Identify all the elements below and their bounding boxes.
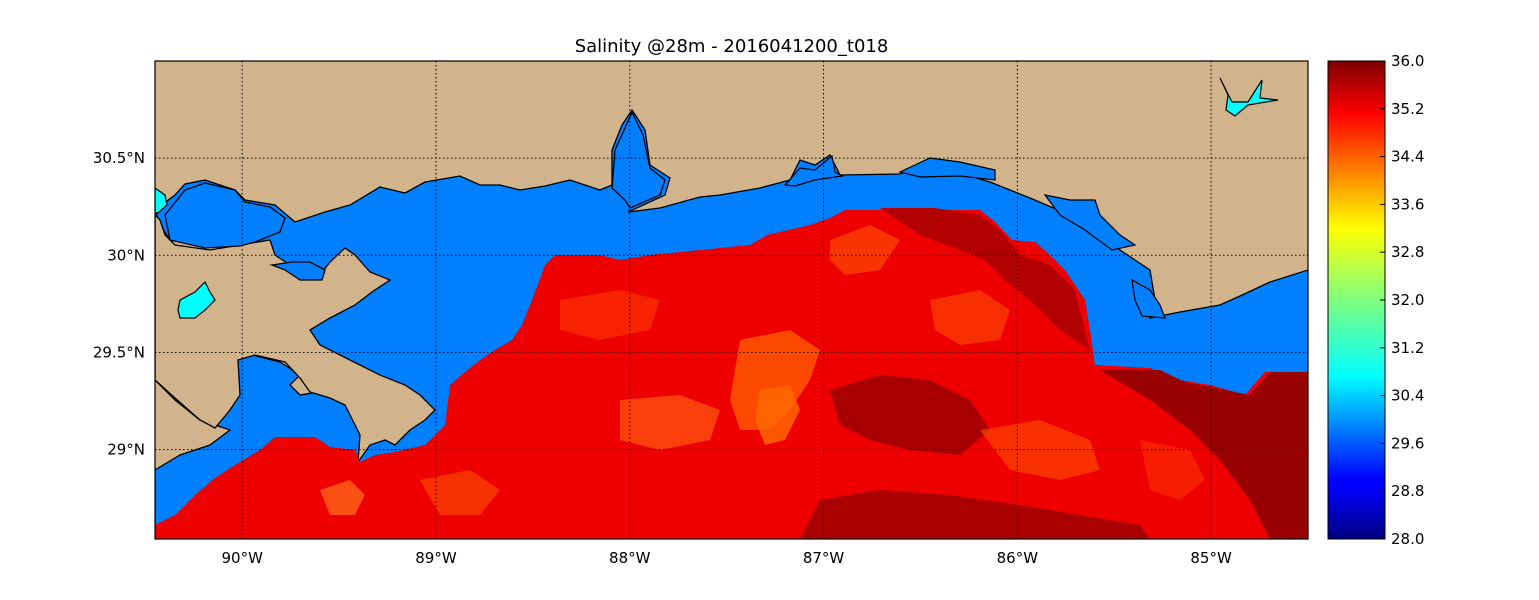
colorbar-tick-label: 31.2 (1391, 339, 1424, 357)
longitude-tick-label: 85°W (1190, 549, 1232, 567)
latitude-tick-label: 29.5°N (93, 343, 145, 361)
latitude-tick-label: 30°N (107, 246, 145, 264)
colorbar-tick-label: 32.0 (1391, 291, 1424, 309)
gridlines (155, 61, 1308, 539)
lake-pontchartrain (164, 182, 286, 249)
latitude-tick-label: 29°N (107, 441, 145, 459)
longitude-tick-label: 90°W (221, 549, 263, 567)
colorbar-tick-label: 29.6 (1391, 434, 1424, 452)
longitude-tick-label: 87°W (803, 549, 845, 567)
longitude-tick-labels: 90°W 89°W 88°W 87°W 86°W 85°W (221, 549, 1231, 567)
map-frame (154, 60, 1309, 540)
longitude-tick-label: 89°W (415, 549, 457, 567)
st-andrews-bay (1043, 194, 1137, 251)
lake-cyan-northeast (1219, 77, 1279, 117)
latitude-tick-label: 30.5°N (93, 149, 145, 167)
mobile-bay (611, 110, 666, 209)
colorbar-tick-label: 28.0 (1391, 530, 1424, 548)
lake-cyan-south (177, 280, 216, 319)
sound-water (269, 261, 326, 281)
colorbar-tick-label: 30.4 (1391, 387, 1424, 405)
colorbar: 28.0 28.8 29.6 30.4 31.2 32.0 32.8 33.6 34.4 35.2… (1327, 52, 1424, 548)
colorbar-tick-label: 28.8 (1391, 482, 1424, 500)
lake-cyan-west (155, 187, 168, 214)
choctawhatchee-bay (898, 157, 996, 181)
colorbar-tick-label: 34.4 (1391, 148, 1424, 166)
salinity-field (155, 208, 1308, 539)
colorbar-tick-label: 35.2 (1391, 100, 1424, 118)
apalachicola-bay (1131, 278, 1166, 319)
colorbar-tick-labels: 28.0 28.8 29.6 30.4 31.2 32.0 32.8 33.6 34.4 35.2… (1380, 52, 1424, 548)
latitude-tick-labels: 30.5°N 30°N 29.5°N 29°N (93, 149, 145, 458)
colorbar-gradient (1327, 60, 1386, 540)
pensacola-bay (783, 154, 844, 187)
delta-land (155, 214, 436, 465)
colorbar-tick-label: 32.8 (1391, 243, 1424, 261)
longitude-tick-label: 88°W (609, 549, 651, 567)
colorbar-tick-label: 36.0 (1391, 52, 1424, 70)
map-plot-area (155, 61, 1308, 539)
longitude-tick-label: 86°W (997, 549, 1039, 567)
chart-title: Salinity @28m - 2016041200_t018 (574, 36, 889, 57)
colorbar-tick-label: 33.6 (1391, 195, 1424, 213)
